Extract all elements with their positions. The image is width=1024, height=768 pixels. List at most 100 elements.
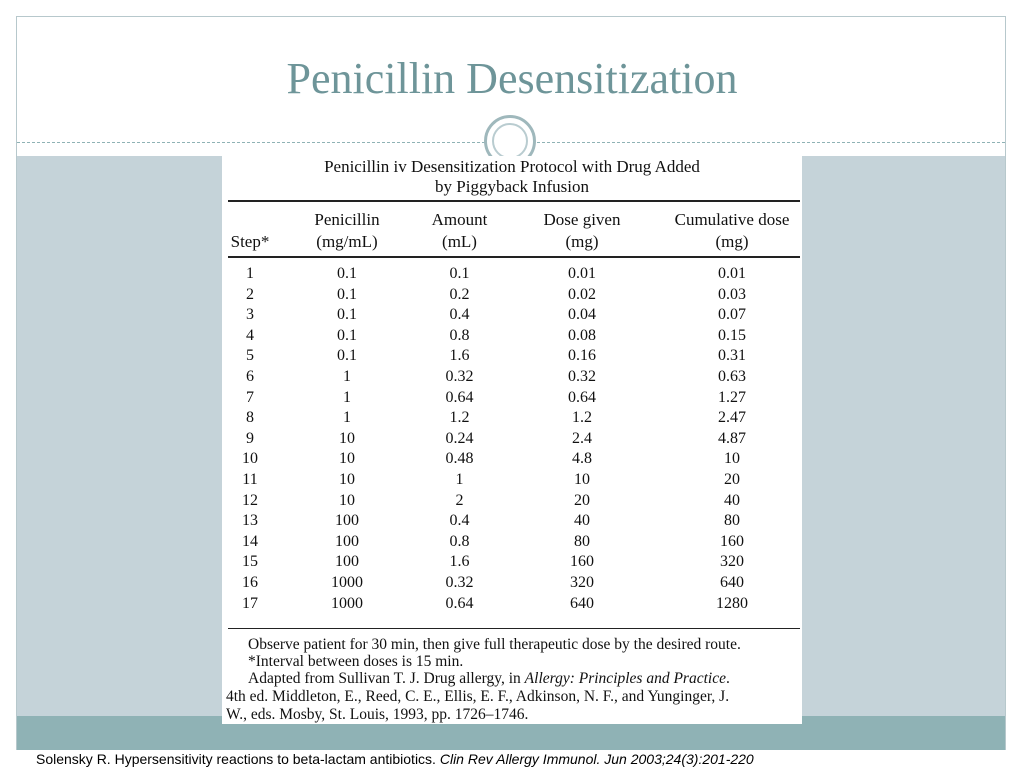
header-amount: Amount xyxy=(431,210,488,229)
table-row: 9 10 0.24 2.4 4.87 xyxy=(222,429,802,450)
cell-dose-given: 40 xyxy=(574,512,590,530)
cell-step: 5 xyxy=(246,347,254,365)
table-row: 2 0.1 0.2 0.02 0.03 xyxy=(222,285,802,306)
cell-step: 13 xyxy=(242,512,258,530)
cell-amount: 0.32 xyxy=(445,368,474,385)
cell-amount: 0.64 xyxy=(445,594,474,612)
table-row: 7 1 0.64 0.64 1.27 xyxy=(222,388,802,409)
header-dose-given: Dose given xyxy=(543,210,621,229)
cell-dose-given: 320 xyxy=(570,574,594,591)
cell-penicillin: 1 xyxy=(343,368,351,385)
note-publisher: W., eds. Mosby, St. Louis, 1993, pp. 172… xyxy=(226,706,529,723)
slide-title: Penicillin Desensitization xyxy=(286,54,738,103)
cell-amount: 1 xyxy=(455,471,464,488)
cell-amount: 0.4 xyxy=(449,306,470,324)
cell-amount: 0.8 xyxy=(449,326,470,344)
cell-amount: 1.6 xyxy=(449,347,470,365)
header-dose-given-unit: (mg) xyxy=(565,232,599,251)
header-cumulative-dose-unit: (mg) xyxy=(715,232,749,251)
cell-cumulative-dose: 1280 xyxy=(716,594,748,612)
table-row: 11 10 1 10 20 xyxy=(222,470,802,491)
cell-dose-given: 10 xyxy=(574,471,590,488)
citation-journal: Clin Rev Allergy Immunol. Jun 2003;24(3)… xyxy=(439,751,754,767)
cell-step: 6 xyxy=(246,368,254,385)
note-observe: Observe patient for 30 min, then give fu… xyxy=(248,636,741,653)
cell-penicillin: 10 xyxy=(339,429,355,447)
cell-amount: 0.8 xyxy=(449,532,470,550)
cell-amount: 1.6 xyxy=(449,553,470,571)
header-cumulative-dose: Cumulative dose xyxy=(674,210,790,229)
cell-dose-given: 20 xyxy=(574,491,590,509)
table-bottom-rule xyxy=(228,628,800,629)
cell-penicillin: 1 xyxy=(343,409,351,427)
table-row: 1 0.1 0.1 0.01 0.01 xyxy=(222,264,802,285)
citation-text: Solensky R. Hypersensitivity reactions t… xyxy=(36,751,440,767)
cell-dose-given: 4.8 xyxy=(572,450,592,468)
cell-amount: 0.1 xyxy=(449,265,470,282)
cell-dose-given: 1.2 xyxy=(572,409,592,427)
cell-step: 12 xyxy=(242,491,258,509)
table-header-rule xyxy=(228,256,800,258)
header-penicillin: Penicillin xyxy=(314,210,380,229)
cell-dose-given: 0.01 xyxy=(568,265,596,282)
table-row: 3 0.1 0.4 0.04 0.07 xyxy=(222,305,802,326)
cell-amount: 0.4 xyxy=(449,512,470,530)
cell-penicillin: 0.1 xyxy=(337,347,357,365)
cell-cumulative-dose: 160 xyxy=(720,532,744,550)
cell-step: 17 xyxy=(242,594,258,612)
cell-dose-given: 0.64 xyxy=(568,388,596,406)
cell-penicillin: 1000 xyxy=(331,574,363,591)
table-row: 13 100 0.4 40 80 xyxy=(222,511,802,532)
cell-amount: 0.64 xyxy=(445,388,474,406)
note-interval: *Interval between doses is 15 min. xyxy=(248,653,464,670)
cell-amount: 0.2 xyxy=(449,285,470,303)
table-row: 14 100 0.8 80 160 xyxy=(222,532,802,553)
cell-step: 8 xyxy=(246,409,254,427)
table-row: 5 0.1 1.6 0.16 0.31 xyxy=(222,346,802,367)
cell-amount: 0.24 xyxy=(445,429,474,447)
cell-cumulative-dose: 1.27 xyxy=(718,388,746,406)
cell-penicillin: 10 xyxy=(339,491,355,509)
cell-penicillin: 0.1 xyxy=(337,265,357,282)
table-row: 10 10 0.48 4.8 10 xyxy=(222,449,802,470)
cell-step: 7 xyxy=(246,388,254,406)
cell-dose-given: 0.32 xyxy=(568,368,596,385)
cell-cumulative-dose: 0.07 xyxy=(718,306,746,324)
note-adapted-text: Adapted from Sullivan T. J. Drug allergy… xyxy=(248,670,525,687)
cell-penicillin: 100 xyxy=(335,553,359,571)
cell-step: 15 xyxy=(242,553,258,571)
note-edition: 4th ed. Middleton, E., Reed, C. E., Elli… xyxy=(226,688,730,705)
cell-step: 10 xyxy=(242,450,258,468)
slide-citation: Solensky R. Hypersensitivity reactions t… xyxy=(36,750,754,768)
cell-amount: 1.2 xyxy=(449,409,470,427)
table-row: 6 1 0.32 0.32 0.63 xyxy=(222,367,802,388)
cell-amount: 0.32 xyxy=(445,574,474,591)
cell-dose-given: 640 xyxy=(570,594,594,612)
cell-penicillin: 1 xyxy=(343,388,351,406)
cell-penicillin: 10 xyxy=(339,450,355,468)
cell-cumulative-dose: 0.15 xyxy=(718,326,746,344)
note-adapted-end: . xyxy=(725,670,730,687)
cell-cumulative-dose: 20 xyxy=(724,471,740,488)
cell-amount: 0.48 xyxy=(445,450,474,468)
cell-cumulative-dose: 0.31 xyxy=(718,347,746,365)
cell-step: 4 xyxy=(246,326,254,344)
cell-dose-given: 0.16 xyxy=(568,347,596,365)
cell-cumulative-dose: 0.63 xyxy=(718,368,746,385)
cell-penicillin: 0.1 xyxy=(337,306,357,324)
table-top-rule xyxy=(228,200,800,202)
cell-dose-given: 160 xyxy=(570,553,594,571)
cell-step: 16 xyxy=(242,574,258,591)
header-step: Step* xyxy=(230,232,270,251)
cell-penicillin: 0.1 xyxy=(337,285,357,303)
cell-dose-given: 2.4 xyxy=(572,429,592,447)
cell-cumulative-dose: 320 xyxy=(720,553,744,571)
table-row: 4 0.1 0.8 0.08 0.15 xyxy=(222,326,802,347)
header-penicillin-unit: (mg/mL) xyxy=(316,232,378,251)
note-adapted-book: Allergy: Principles and Practice xyxy=(524,670,726,687)
table-title-line1: Penicillin iv Desensitization Protocol w… xyxy=(324,157,700,176)
cell-penicillin: 100 xyxy=(335,532,359,550)
table-title-line2: by Piggyback Infusion xyxy=(435,177,589,196)
note-adapted: Adapted from Sullivan T. J. Drug allergy… xyxy=(248,670,730,687)
cell-cumulative-dose: 0.03 xyxy=(718,285,746,303)
